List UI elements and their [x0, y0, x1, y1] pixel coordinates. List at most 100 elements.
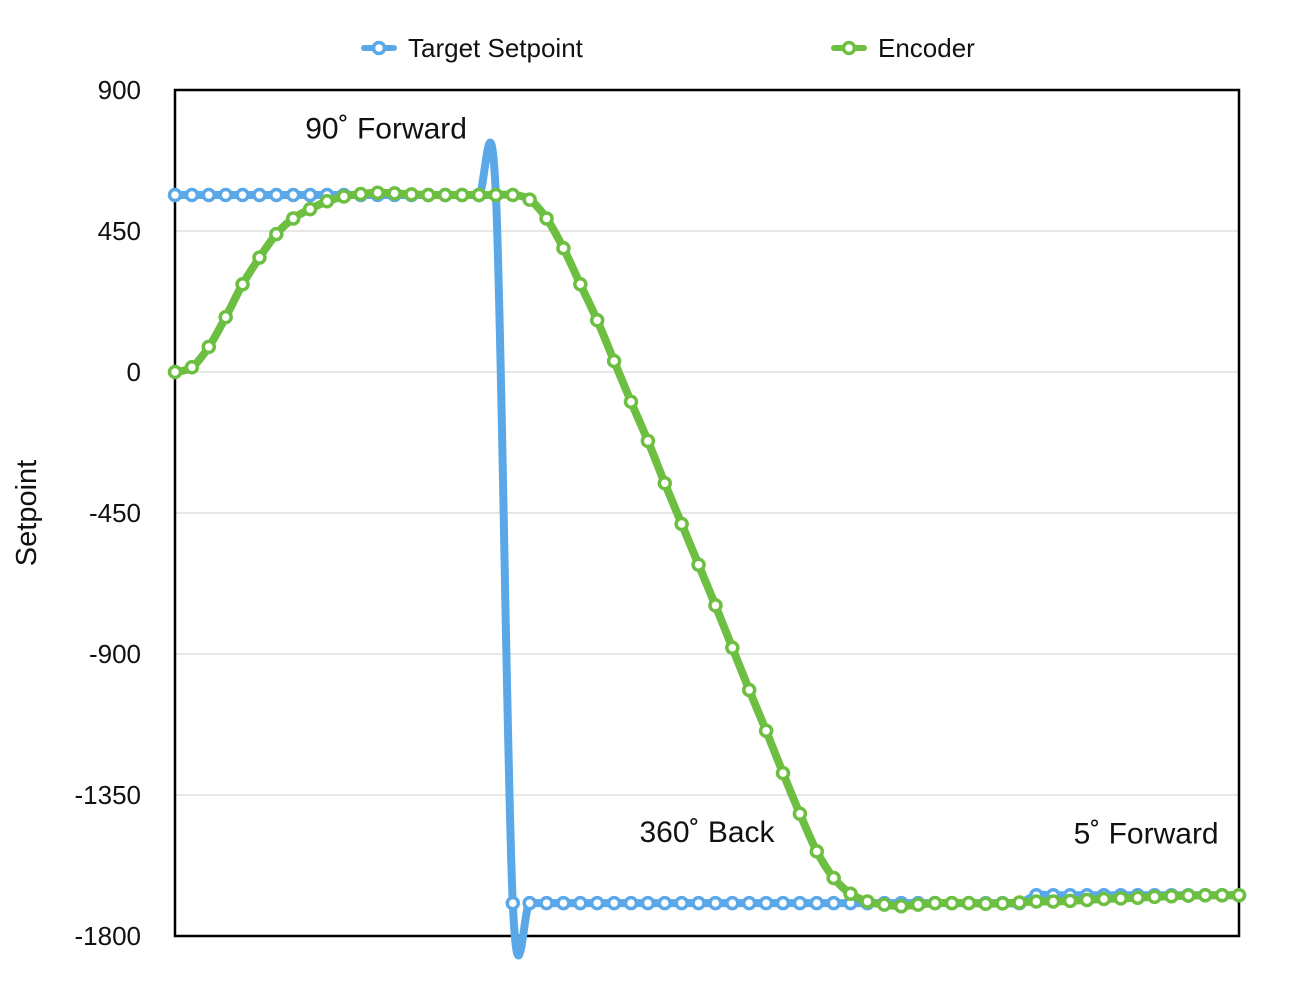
data-point-encoder-37: [792, 806, 808, 822]
data-point-encoder-20: [505, 187, 521, 203]
data-point-encoder-27: [623, 394, 639, 410]
data-point-target-setpoint-7: [285, 187, 301, 203]
series-lines: [167, 138, 1247, 960]
data-point-encoder-2: [201, 339, 217, 355]
data-point-encoder-23: [556, 240, 571, 256]
data-point-encoder-60: [1181, 888, 1196, 903]
legend-item-encoder: Encoder: [831, 33, 975, 63]
data-point-encoder-41: [860, 894, 875, 909]
data-point-target-setpoint-34: [741, 895, 757, 911]
data-point-target-setpoint-29: [657, 895, 673, 911]
data-point-target-setpoint-21: [522, 895, 537, 911]
data-point-encoder-44: [910, 897, 926, 912]
data-point-encoder-24: [573, 277, 588, 292]
legend: Target Setpoint Encoder: [361, 33, 975, 63]
data-point-target-setpoint-31: [691, 895, 706, 911]
data-point-target-setpoint-3: [218, 187, 233, 203]
legend-marker-encoder: [841, 40, 857, 56]
data-point-target-setpoint-22: [539, 895, 554, 911]
y-tick-label-1: 450: [98, 216, 141, 246]
data-point-encoder-59: [1164, 888, 1179, 904]
data-point-encoder-18: [471, 187, 487, 203]
data-point-encoder-28: [640, 433, 656, 449]
data-point-encoder-12: [370, 185, 385, 201]
data-point-encoder-48: [978, 896, 993, 911]
data-point-encoder-13: [387, 186, 402, 201]
data-point-encoder-14: [404, 187, 419, 202]
y-tick-label-0: 900: [98, 75, 141, 105]
data-point-target-setpoint-35: [758, 895, 774, 911]
data-point-encoder-32: [708, 598, 723, 613]
data-point-encoder-43: [893, 898, 909, 914]
data-point-target-setpoint-30: [674, 895, 689, 911]
data-point-encoder-31: [691, 557, 706, 572]
grid-lines: [175, 230, 1239, 796]
data-point-target-setpoint-2: [201, 187, 217, 203]
data-point-encoder-54: [1079, 892, 1095, 908]
data-point-target-setpoint-27: [623, 895, 639, 911]
data-point-encoder-9: [319, 193, 335, 209]
data-point-encoder-5: [252, 250, 267, 265]
data-point-encoder-47: [961, 895, 977, 911]
data-point-target-setpoint-26: [606, 895, 622, 911]
data-point-encoder-55: [1096, 891, 1112, 907]
data-point-target-setpoint-1: [184, 187, 200, 203]
annotation-0: 90˚ Forward: [305, 113, 467, 146]
y-tick-label-3: -450: [89, 498, 141, 528]
y-tick-label-2: 0: [127, 357, 141, 387]
data-point-encoder-26: [606, 353, 622, 369]
data-point-encoder-38: [809, 844, 825, 859]
data-point-encoder-8: [302, 201, 318, 217]
data-point-encoder-4: [235, 277, 250, 292]
data-point-target-setpoint-5: [252, 187, 267, 203]
data-point-target-setpoint-37: [792, 895, 808, 911]
legend-item-target-setpoint: Target Setpoint: [361, 33, 584, 63]
data-point-encoder-17: [454, 187, 470, 203]
data-point-encoder-22: [539, 211, 554, 226]
series-encoder: [167, 185, 1247, 914]
data-point-encoder-46: [944, 895, 960, 911]
data-point-target-setpoint-24: [573, 895, 588, 911]
y-tick-label-6: -1800: [75, 921, 142, 951]
data-point-target-setpoint-0: [167, 187, 183, 203]
data-point-encoder-53: [1062, 893, 1078, 909]
data-point-encoder-62: [1214, 888, 1230, 903]
annotation-2: 5˚ Forward: [1074, 818, 1219, 851]
data-point-target-setpoint-20: [505, 895, 521, 911]
y-tick-label-5: -1350: [75, 780, 142, 810]
data-point-target-setpoint-38: [809, 895, 825, 911]
data-point-encoder-15: [421, 187, 436, 203]
data-point-encoder-49: [995, 896, 1010, 911]
data-point-target-setpoint-33: [725, 895, 740, 911]
legend-marker-target-setpoint: [371, 40, 387, 56]
data-point-encoder-39: [826, 870, 841, 886]
legend-label-encoder: Encoder: [878, 33, 975, 63]
data-point-encoder-35: [758, 723, 774, 739]
data-point-encoder-10: [336, 189, 352, 204]
data-point-target-setpoint-23: [556, 895, 571, 911]
data-point-encoder-40: [843, 886, 858, 901]
data-point-encoder-57: [1130, 890, 1145, 906]
data-point-target-setpoint-4: [235, 187, 250, 203]
data-point-encoder-29: [657, 475, 673, 491]
y-tick-label-4: -900: [89, 639, 141, 669]
data-point-encoder-19: [488, 187, 504, 203]
data-point-encoder-36: [775, 765, 791, 781]
data-point-encoder-33: [725, 640, 740, 655]
data-point-encoder-6: [269, 226, 284, 242]
data-point-target-setpoint-28: [640, 895, 656, 911]
data-point-encoder-0: [167, 364, 183, 380]
data-point-encoder-45: [927, 895, 943, 911]
data-point-encoder-30: [674, 516, 689, 532]
data-point-encoder-52: [1045, 894, 1061, 909]
data-point-encoder-56: [1113, 891, 1129, 906]
data-point-encoder-21: [522, 192, 537, 207]
data-point-encoder-3: [218, 309, 233, 325]
annotations: 90˚ Forward 360˚ Back 5˚ Forward: [305, 113, 1218, 851]
annotation-1: 360˚ Back: [639, 816, 775, 849]
data-point-encoder-1: [184, 360, 200, 375]
data-point-encoder-63: [1231, 888, 1247, 903]
data-point-encoder-51: [1029, 894, 1044, 909]
